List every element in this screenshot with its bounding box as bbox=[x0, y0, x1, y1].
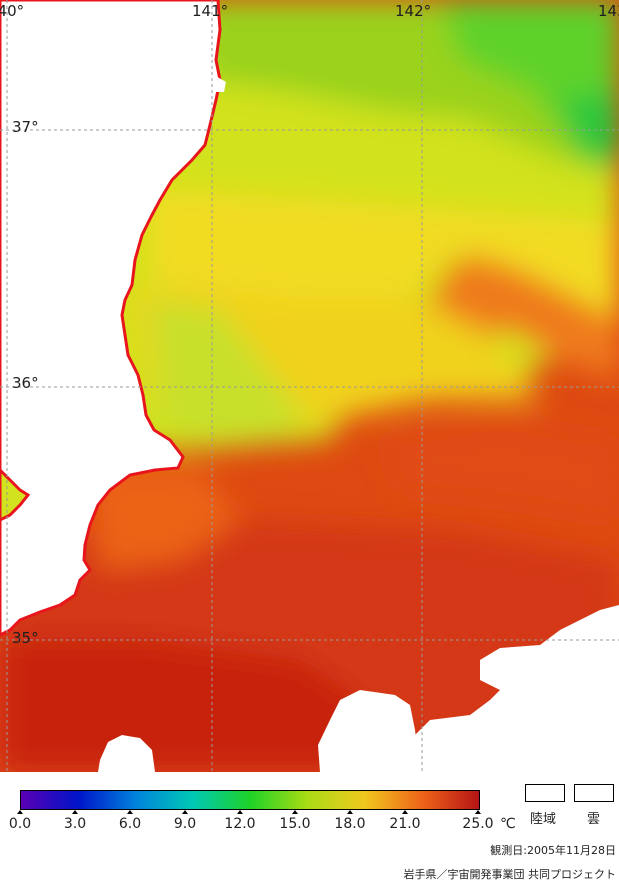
colorbar-tick bbox=[17, 810, 23, 814]
colorbar-tick bbox=[402, 810, 408, 814]
lon-label-143: 143° bbox=[598, 2, 619, 20]
legend-land-label: 陸域 bbox=[530, 812, 557, 827]
legend-land-swatch bbox=[525, 784, 565, 802]
lat-label-36: 36° bbox=[12, 374, 39, 392]
cloud-southeast bbox=[410, 605, 619, 772]
colorbar-tick-label: 18.0 bbox=[334, 816, 366, 832]
colorbar-unit: ℃ bbox=[500, 816, 516, 832]
colorbar-tick-label: 6.0 bbox=[118, 816, 142, 832]
colorbar-tick bbox=[72, 810, 78, 814]
land-coast-highlight bbox=[214, 75, 226, 92]
sst-coastal-green bbox=[150, 300, 300, 440]
colorbar-tick-label: 0.0 bbox=[8, 816, 32, 832]
colorbar-tick-label: 12.0 bbox=[224, 816, 256, 832]
sst-hot-southwest bbox=[0, 640, 360, 772]
lon-label-140: 140° bbox=[0, 2, 25, 20]
legend-cloud-swatch bbox=[574, 784, 614, 802]
lat-label-35: 35° bbox=[12, 629, 39, 647]
colorbar-tick-label: 21.0 bbox=[389, 816, 421, 832]
temperature-colorbar bbox=[20, 790, 480, 810]
lon-label-142: 142° bbox=[395, 2, 432, 20]
sst-orange-east bbox=[380, 420, 619, 520]
colorbar-tick bbox=[475, 810, 481, 814]
colorbar-tick-label: 9.0 bbox=[173, 816, 197, 832]
colorbar-tick bbox=[127, 810, 133, 814]
colorbar-tick-label: 15.0 bbox=[279, 816, 311, 832]
cloud-south-center bbox=[318, 690, 420, 772]
graticule bbox=[0, 0, 619, 772]
sst-orange-coastal bbox=[90, 470, 240, 570]
legend-cloud-label: 雲 bbox=[587, 812, 601, 827]
colorbar-tick bbox=[292, 810, 298, 814]
cloud-east-fragment bbox=[598, 655, 619, 705]
credit-line: 岩手県／宇宙開発事業団 共同プロジェクト bbox=[403, 868, 617, 881]
cloud-mask bbox=[98, 605, 619, 772]
lat-label-37: 37° bbox=[12, 118, 39, 136]
lon-label-141: 141° bbox=[192, 2, 229, 20]
colorbar-tick bbox=[237, 810, 243, 814]
land-honshu bbox=[0, 0, 222, 637]
sst-yellow-band-north bbox=[150, 190, 619, 320]
cloud-south-west bbox=[98, 735, 155, 772]
sea-surface-temperature-map bbox=[0, 0, 619, 772]
observation-date: 観測日:2005年11月28日 bbox=[490, 844, 616, 857]
colorbar-tick-label: 25.0 bbox=[462, 816, 494, 832]
colorbar-tick bbox=[182, 810, 188, 814]
colorbar-tick bbox=[347, 810, 353, 814]
colorbar-tick-label: 3.0 bbox=[63, 816, 87, 832]
